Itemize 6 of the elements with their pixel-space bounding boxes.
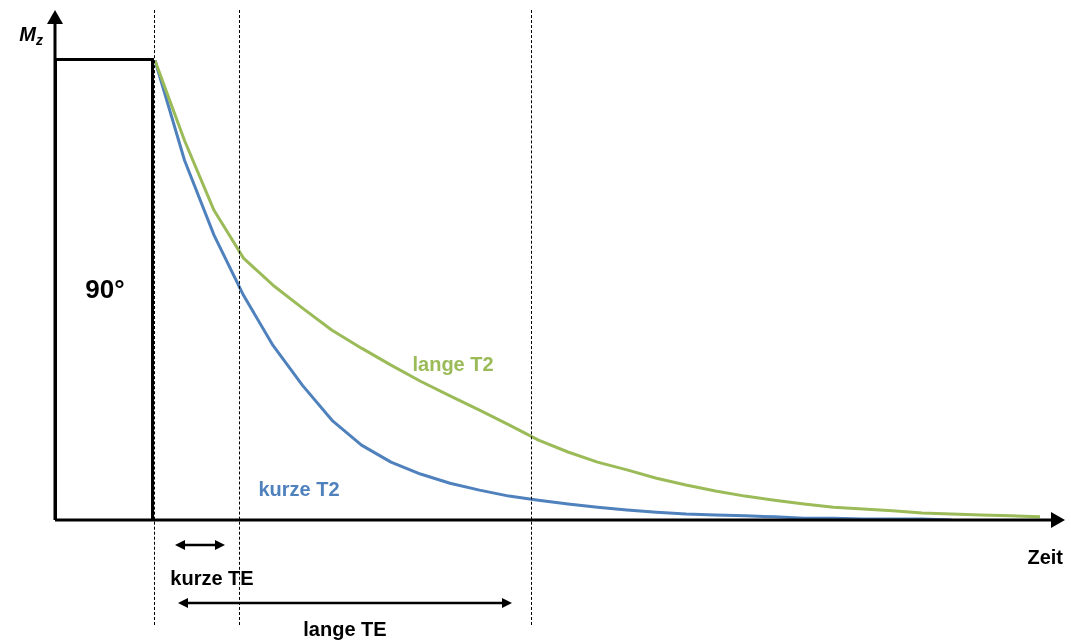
text: kurze TE bbox=[169, 566, 255, 590]
x-axis-title: Zeit bbox=[1027, 545, 1064, 568]
series-label: kurze T2 bbox=[258, 477, 340, 500]
series-label: lange T2 bbox=[412, 352, 494, 375]
text: 90° bbox=[84, 274, 126, 304]
text: lange TE bbox=[302, 617, 388, 641]
